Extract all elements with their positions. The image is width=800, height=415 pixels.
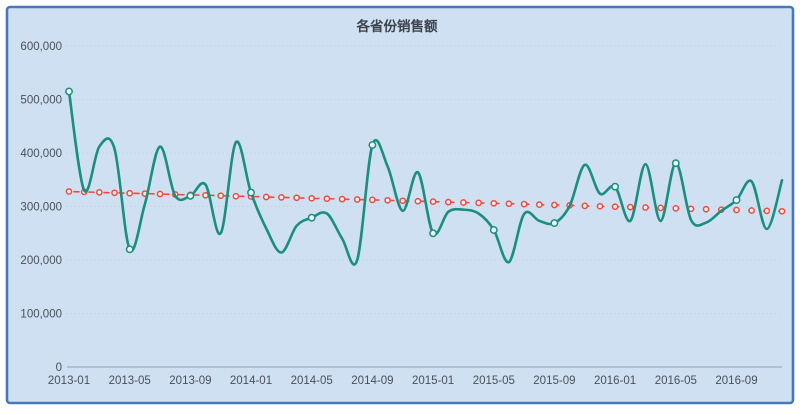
- monthly-sales-point-marker[interactable]: [732, 196, 741, 205]
- trend-point-marker[interactable]: [293, 194, 300, 202]
- x-tick-label: 2013-01: [48, 375, 90, 387]
- trend-point-marker[interactable]: [657, 204, 664, 212]
- x-tick-label: 2014-01: [230, 375, 272, 387]
- trend-point-marker[interactable]: [429, 198, 437, 205]
- monthly-sales-point-marker[interactable]: [65, 87, 73, 96]
- trend-point-marker[interactable]: [535, 201, 543, 208]
- trend-point-marker[interactable]: [384, 196, 391, 204]
- x-tick-label: 2016-09: [715, 375, 757, 387]
- y-tick-label: 0: [56, 362, 62, 374]
- trend-point-marker[interactable]: [126, 189, 134, 197]
- trend-point-marker[interactable]: [551, 201, 558, 209]
- trend-point-marker[interactable]: [672, 205, 680, 212]
- monthly-sales-point-marker[interactable]: [307, 213, 316, 222]
- monthly-sales-point-marker[interactable]: [247, 188, 255, 197]
- monthly-sales-point-marker[interactable]: [550, 219, 559, 228]
- x-tick-label: 2013-09: [169, 375, 211, 387]
- chart-title: 各省份销售额: [356, 18, 438, 34]
- trend-point-marker[interactable]: [460, 199, 467, 206]
- trend-point-marker[interactable]: [262, 193, 270, 201]
- trend-point-marker[interactable]: [217, 192, 225, 200]
- monthly-sales-point-marker[interactable]: [186, 191, 195, 200]
- trend-point-marker[interactable]: [232, 192, 240, 200]
- y-tick-label: 600,000: [20, 41, 62, 53]
- trend-point-marker[interactable]: [778, 207, 786, 215]
- trend-point-marker[interactable]: [702, 205, 710, 213]
- y-tick-label: 100,000: [20, 309, 62, 321]
- trend-point-marker[interactable]: [763, 207, 771, 215]
- y-tick-label: 400,000: [20, 148, 62, 160]
- x-tick-label: 2015-09: [533, 375, 575, 387]
- series-layer: [65, 87, 786, 266]
- trend-point-marker[interactable]: [490, 199, 498, 207]
- x-tick-label: 2015-01: [412, 375, 454, 387]
- y-tick-label: 500,000: [20, 95, 62, 107]
- trend-point-marker[interactable]: [581, 202, 589, 210]
- x-tick-label: 2016-05: [655, 375, 697, 387]
- trend-point-marker[interactable]: [444, 198, 452, 206]
- y-axis-labels: 0 100,000 200,000 300,000 400,000 500,000 600,…: [20, 41, 62, 374]
- x-tick-label: 2014-09: [351, 375, 393, 387]
- trend-point-marker[interactable]: [338, 195, 346, 203]
- x-tick-label: 2016-01: [594, 375, 636, 387]
- trend-point-marker[interactable]: [642, 204, 649, 211]
- x-axis-labels: 2013-01 2013-05 2013-09 2014-01 2014-05 2014-…: [48, 375, 758, 387]
- trend-point-marker[interactable]: [399, 197, 407, 205]
- trend-point-marker[interactable]: [733, 206, 740, 214]
- trend-point-marker[interactable]: [308, 194, 316, 202]
- trend-point-marker[interactable]: [156, 190, 164, 198]
- trend-point-marker[interactable]: [278, 194, 285, 201]
- monthly-sales-point-marker[interactable]: [125, 245, 134, 254]
- trend-point-marker[interactable]: [353, 196, 361, 203]
- trend-point-marker[interactable]: [323, 195, 331, 203]
- y-tick-label: 300,000: [20, 202, 62, 214]
- trend-point-marker[interactable]: [626, 203, 634, 211]
- x-tick-label: 2014-05: [291, 375, 333, 387]
- trend-point-marker[interactable]: [611, 203, 619, 211]
- trend-point-marker[interactable]: [111, 189, 118, 197]
- trend-point-marker[interactable]: [95, 189, 103, 196]
- trend-point-marker[interactable]: [748, 207, 755, 214]
- trend-point-marker[interactable]: [414, 197, 422, 205]
- monthly-sales-series-path: [67, 90, 784, 266]
- monthly-sales-point-marker[interactable]: [671, 159, 680, 168]
- trend-point-marker[interactable]: [369, 196, 376, 204]
- monthly-sales-point-marker[interactable]: [611, 182, 620, 191]
- monthly-sales-point-marker[interactable]: [429, 229, 438, 238]
- monthly-sales-point-marker[interactable]: [489, 226, 498, 234]
- trend-point-marker[interactable]: [505, 200, 513, 208]
- trend-point-marker[interactable]: [65, 188, 73, 195]
- trend-point-marker[interactable]: [475, 199, 482, 207]
- trend-point-marker[interactable]: [520, 200, 528, 208]
- monthly-sales-point-marker[interactable]: [368, 141, 377, 149]
- gridlines-layer: [67, 45, 782, 368]
- x-tick-label: 2015-05: [473, 375, 515, 387]
- y-tick-label: 200,000: [20, 255, 62, 267]
- trend-point-marker[interactable]: [596, 202, 604, 210]
- x-tick-label: 2013-05: [109, 375, 151, 387]
